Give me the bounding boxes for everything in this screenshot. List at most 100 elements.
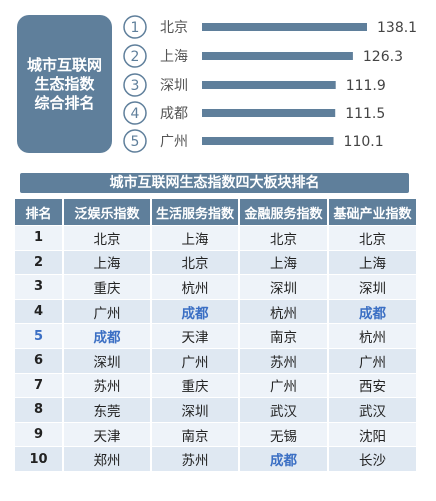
table-row: 3 重庆 杭州 深圳 深圳 (15, 274, 416, 299)
table-row: 2 上海 北京 上海 上海 (15, 249, 416, 275)
rank-circle (123, 129, 147, 153)
rank-cell: 9 (15, 421, 62, 447)
rank-cell: 3 (15, 274, 62, 299)
city-cell: 西安 (327, 372, 416, 398)
overall-ranking-card: 城市互联网 生态指数 综合排名 (17, 15, 112, 153)
value-label: 111.9 (346, 78, 386, 94)
value-label: 110.1 (344, 134, 384, 150)
category-label: 成都 (160, 106, 188, 122)
city-cell: 杭州 (327, 323, 416, 348)
city-cell: 深圳 (62, 347, 150, 373)
value-label: 138.1 (377, 20, 417, 36)
city-cell: 广州 (238, 372, 327, 398)
rank-number: 1 (131, 20, 140, 36)
bar-row: 5 广州 110.1 (123, 129, 384, 153)
city-cell: 北京 (62, 225, 150, 250)
rank-number: 4 (131, 106, 140, 122)
city-cell: 无锡 (238, 421, 327, 447)
rank-cell: 5 (15, 323, 62, 348)
city-cell: 沈阳 (327, 421, 416, 447)
city-cell: 广州 (62, 298, 150, 324)
city-cell: 上海 (150, 225, 238, 250)
table-row: 1 北京 上海 北京 北京 (15, 225, 416, 250)
table-header-row: 排名 泛娱乐指数 生活服务指数 金融服务指数 基础产业指数 (15, 199, 416, 225)
city-cell: 成都 (62, 323, 150, 348)
rank-cell: 10 (15, 446, 62, 471)
bar-row: 1 北京 138.1 (123, 15, 417, 39)
rank-cell: 6 (15, 347, 62, 373)
city-cell: 上海 (238, 249, 327, 275)
section-banner: 城市互联网生态指数四大板块排名 (20, 173, 409, 193)
rank-number: 2 (131, 49, 140, 65)
bar (202, 137, 334, 145)
value-label: 111.5 (345, 106, 385, 122)
city-cell: 广州 (150, 347, 238, 373)
city-cell: 成都 (150, 298, 238, 324)
city-cell: 武汉 (327, 397, 416, 422)
table-row: 5 成都 天津 南京 杭州 (15, 323, 416, 348)
rank-number: 3 (131, 78, 140, 94)
rank-cell: 4 (15, 298, 62, 324)
value-label: 126.3 (363, 49, 403, 65)
rank-number: 5 (131, 134, 140, 150)
column-header: 金融服务指数 (238, 199, 327, 225)
rank-cell: 8 (15, 397, 62, 422)
city-cell: 长沙 (327, 446, 416, 471)
bar (202, 109, 336, 117)
table-row: 7 苏州 重庆 广州 西安 (15, 372, 416, 398)
table-row: 8 东莞 深圳 武汉 武汉 (15, 397, 416, 422)
category-label: 北京 (160, 20, 188, 36)
sector-ranking-table: 排名 泛娱乐指数 生活服务指数 金融服务指数 基础产业指数 1 北京 上海 北京 北京 2 上海 北京… (15, 199, 416, 471)
city-cell: 成都 (327, 298, 416, 324)
bar (202, 23, 367, 31)
category-label: 深圳 (160, 78, 188, 94)
column-header: 生活服务指数 (150, 199, 238, 225)
city-cell: 上海 (62, 249, 150, 275)
rank-circle (123, 101, 147, 125)
bar-row: 4 成都 111.5 (123, 101, 385, 125)
city-cell: 苏州 (62, 372, 150, 398)
city-cell: 杭州 (150, 274, 238, 299)
city-cell: 南京 (238, 323, 327, 348)
rank-circle (123, 15, 147, 39)
table-row: 6 深圳 广州 苏州 广州 (15, 347, 416, 373)
city-cell: 天津 (150, 323, 238, 348)
city-cell: 深圳 (150, 397, 238, 422)
bar (202, 52, 353, 60)
column-header: 基础产业指数 (327, 199, 416, 225)
city-cell: 北京 (327, 225, 416, 250)
city-cell: 郑州 (62, 446, 150, 471)
rank-cell: 2 (15, 249, 62, 275)
city-cell: 重庆 (150, 372, 238, 398)
city-cell: 武汉 (238, 397, 327, 422)
city-cell: 苏州 (150, 446, 238, 471)
city-cell: 东莞 (62, 397, 150, 422)
city-cell: 成都 (238, 446, 327, 471)
city-cell: 北京 (150, 249, 238, 275)
category-label: 上海 (160, 49, 188, 65)
city-cell: 苏州 (238, 347, 327, 373)
rank-cell: 1 (15, 225, 62, 250)
table-row: 10 郑州 苏州 成都 长沙 (15, 446, 416, 471)
city-cell: 重庆 (62, 274, 150, 299)
city-cell: 上海 (327, 249, 416, 275)
bar-row: 3 深圳 111.9 (123, 73, 386, 97)
rank-circle (123, 73, 147, 97)
rank-cell: 7 (15, 372, 62, 398)
category-label: 广州 (160, 134, 188, 150)
bar-row: 2 上海 126.3 (123, 44, 403, 68)
bar (202, 81, 336, 89)
rank-circle (123, 44, 147, 68)
table-row: 9 天津 南京 无锡 沈阳 (15, 421, 416, 447)
overall-ranking-bar-chart: 1 北京 138.1 2 上海 126.3 3 深圳 111.9 4 成都 111.5 5 广州 110.1 (123, 15, 417, 153)
column-header: 泛娱乐指数 (62, 199, 150, 225)
city-cell: 深圳 (327, 274, 416, 299)
column-header: 排名 (15, 199, 62, 225)
table-row: 4 广州 成都 杭州 成都 (15, 298, 416, 324)
city-cell: 杭州 (238, 298, 327, 324)
overall-ranking-title: 城市互联网 生态指数 综合排名 (26, 55, 102, 112)
city-cell: 天津 (62, 421, 150, 447)
city-cell: 南京 (150, 421, 238, 447)
city-cell: 深圳 (238, 274, 327, 299)
city-cell: 北京 (238, 225, 327, 250)
